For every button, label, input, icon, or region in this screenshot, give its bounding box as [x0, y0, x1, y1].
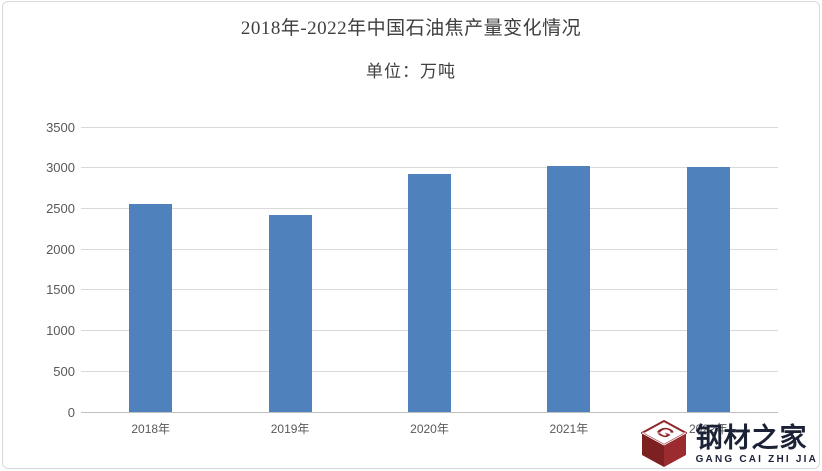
y-axis-tick-label: 2500: [46, 200, 75, 216]
chart-title: 2018年-2022年中国石油焦产量变化情况: [240, 18, 582, 39]
chart-unit-label: 单位：万吨: [366, 62, 456, 81]
y-axis-tick-label: 500: [53, 363, 75, 379]
bar-2020年: [408, 174, 451, 412]
y-axis-tick-label: 0: [67, 404, 75, 420]
bar-2021年: [547, 165, 591, 412]
y-axis-tick-label: 1500: [46, 282, 75, 298]
brand-watermark: G 钢材之家 GANG CAI ZHI JIA: [640, 420, 818, 469]
gridline: [81, 167, 778, 169]
brand-text-block: 钢材之家 GANG CAI ZHI JIA: [696, 420, 818, 466]
x-axis-tick-label: 2018年: [131, 422, 171, 436]
x-axis-line: [81, 411, 778, 413]
y-axis-tick-label: 1000: [46, 323, 75, 339]
bar-2022年: [686, 166, 730, 412]
x-axis-tick-label: 2022年: [688, 422, 728, 436]
brand-name-cn: 钢材之家: [695, 423, 808, 453]
x-axis-tick-label: 2019年: [270, 422, 310, 436]
bar-2019年: [268, 214, 312, 412]
cube-logo-icon: G: [640, 420, 687, 467]
gridline: [81, 126, 778, 128]
x-axis-tick-label: 2020年: [410, 422, 449, 436]
y-axis-tick-label: 3500: [46, 119, 75, 135]
x-axis-tick-label: 2021年: [549, 422, 589, 436]
y-axis-tick-label: 2000: [46, 241, 75, 257]
bar-2018年: [129, 204, 173, 412]
brand-name-en: GANG CAI ZHI JIA: [695, 454, 818, 465]
y-axis-tick-label: 3000: [46, 160, 75, 176]
